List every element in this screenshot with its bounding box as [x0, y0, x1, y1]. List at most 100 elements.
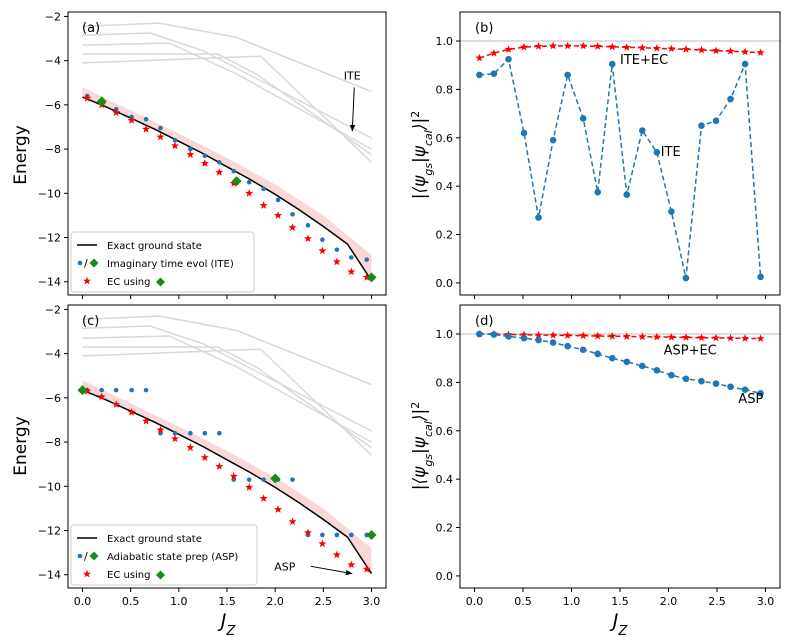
- dot-point: [653, 367, 661, 374]
- legend-label: EC using: [107, 570, 151, 581]
- star-point: [741, 334, 750, 342]
- star-point: [652, 44, 661, 52]
- dot-point: [129, 387, 134, 393]
- star-point: [579, 41, 588, 50]
- y-tick-label: −2: [45, 303, 61, 316]
- plot-area-b: [460, 40, 780, 282]
- y-tick-label: −10: [38, 187, 61, 200]
- annotation-arrowhead: [349, 124, 356, 132]
- star-point: [697, 333, 706, 342]
- dot-point: [476, 71, 483, 79]
- dot-point: [490, 331, 498, 338]
- star-point: [142, 416, 151, 425]
- dot-point: [594, 188, 601, 196]
- star-point: [756, 334, 765, 343]
- dot-point: [698, 122, 705, 129]
- star-point: [186, 443, 195, 451]
- star-point: [681, 45, 690, 53]
- star-point: [303, 234, 312, 243]
- star-point: [681, 333, 690, 341]
- legend-star-swatch: [83, 276, 91, 285]
- star-point: [534, 330, 543, 339]
- dot-point: [594, 350, 601, 358]
- annotation-arrowhead: [345, 569, 353, 576]
- panel-label: (b): [475, 21, 493, 36]
- y-tick-label: −6: [45, 392, 61, 405]
- dot-point: [143, 116, 149, 122]
- legend-diamond-swatch: [89, 551, 99, 561]
- dot-point: [741, 386, 749, 393]
- diamond-point: [77, 385, 88, 396]
- y-tick-label: −4: [45, 348, 61, 361]
- dot-point: [520, 129, 528, 137]
- star-point: [318, 539, 327, 548]
- star-point: [622, 332, 631, 340]
- dot-point: [639, 127, 646, 134]
- plot-area-a: [82, 22, 377, 283]
- star-point: [245, 483, 254, 491]
- star-point: [593, 331, 602, 340]
- legend-label: Imaginary time evol (ITE): [107, 259, 234, 270]
- dot-point: [476, 330, 483, 338]
- star-point: [622, 43, 631, 51]
- star-point: [97, 392, 106, 401]
- x-tick-label: 2.5: [315, 595, 333, 608]
- dot-point: [349, 255, 354, 260]
- dot-point: [172, 137, 178, 143]
- dot-point: [305, 223, 311, 228]
- star-point: [229, 472, 238, 480]
- dot-point: [320, 237, 325, 243]
- legend-star-swatch: [83, 569, 91, 578]
- star-point: [288, 223, 297, 231]
- star-point: [741, 47, 750, 56]
- star-point: [638, 332, 647, 341]
- star-point: [215, 462, 224, 470]
- legend-label: Adiabatic state prep (ASP): [107, 552, 238, 563]
- dot-point: [216, 160, 222, 165]
- star-point: [259, 494, 268, 502]
- star-point: [274, 211, 283, 219]
- star-point: [170, 434, 179, 443]
- series-line-asp-ec: [479, 333, 761, 340]
- excited-state-line-2: [82, 325, 372, 432]
- star-point: [259, 201, 268, 209]
- legend-box: [70, 231, 255, 293]
- star-point: [608, 42, 617, 51]
- panel-label: (d): [475, 314, 493, 329]
- axes-frame: [459, 304, 781, 589]
- dot-point: [698, 377, 705, 385]
- legend-dot-swatch: [77, 260, 83, 266]
- star-point: [215, 168, 224, 176]
- annotation-arrow: [351, 87, 355, 132]
- star-point: [362, 565, 371, 573]
- star-point: [156, 132, 165, 141]
- star-point: [332, 550, 341, 559]
- star-point: [288, 517, 297, 526]
- star-point: [489, 48, 498, 57]
- dot-point: [113, 387, 119, 393]
- y-tick-label: 1.0: [436, 35, 454, 48]
- y-tick-label: −8: [45, 436, 61, 449]
- x-axis-label-left: JZ: [217, 610, 237, 638]
- dot-point: [712, 380, 720, 387]
- dot-point: [668, 208, 675, 215]
- x-tick-label: 2.0: [660, 595, 678, 608]
- star-point: [504, 45, 513, 53]
- legend-separator: /: [84, 550, 88, 563]
- dot-point: [653, 148, 661, 156]
- legend: Exact ground state / Adiabatic state prep …: [70, 524, 258, 586]
- dot-point: [549, 339, 557, 346]
- diamond-point: [366, 272, 377, 283]
- panel-d: ASP+EC ASP 0.0 0.2 0.4 0.6 0.8 1.0 0.0 0.5 1.0 1.5 2…: [436, 304, 781, 608]
- series-line-ite: [479, 57, 762, 279]
- star-point: [362, 273, 371, 281]
- star-point: [245, 189, 254, 197]
- legend-label: Exact ground state: [107, 241, 202, 252]
- x-axis-label-right: JZ: [609, 610, 629, 638]
- dot-point: [505, 55, 512, 63]
- dot-point: [682, 274, 690, 282]
- panel-b: ITE+EC ITE 0.0 0.2 0.4 0.6 0.8 1.0 (b): [436, 11, 781, 299]
- dot-point: [712, 117, 720, 125]
- legend-diamond-swatch: [89, 258, 99, 268]
- y-axis-label-energy-bottom: Energy: [11, 416, 31, 476]
